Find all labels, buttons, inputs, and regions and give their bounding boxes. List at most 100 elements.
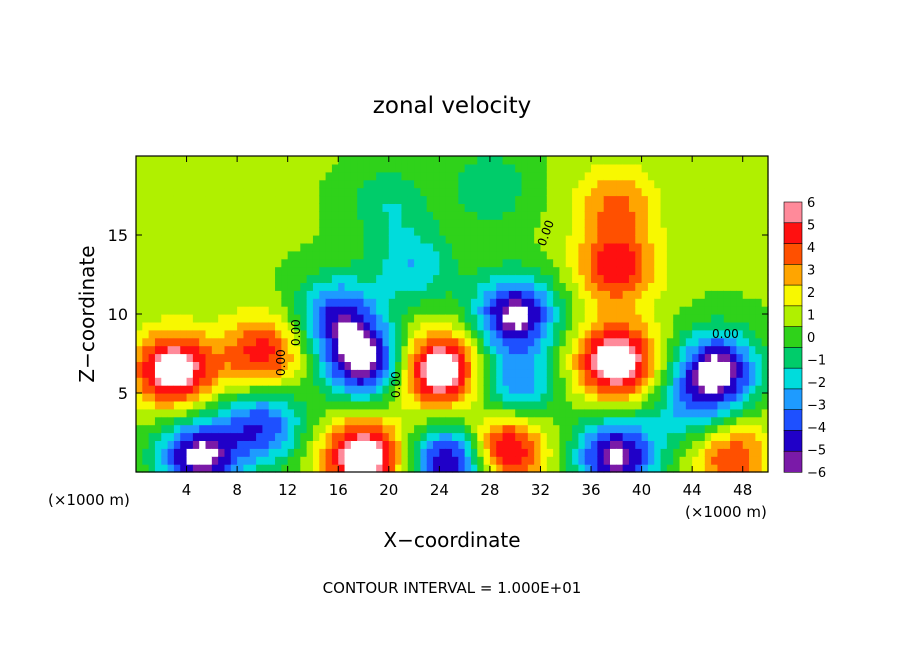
heat-cell — [199, 361, 207, 370]
heat-cell — [287, 321, 295, 331]
heat-cell — [546, 306, 554, 315]
heat-cell — [312, 448, 320, 457]
heat-cell — [306, 298, 314, 307]
heat-cell — [350, 235, 358, 244]
heat-cell — [325, 448, 333, 457]
heat-cell — [230, 195, 238, 204]
heat-cell — [527, 345, 535, 355]
heat-cell — [761, 369, 769, 378]
heat-cell — [597, 195, 605, 204]
heat-cell — [300, 203, 308, 212]
heat-cell — [527, 227, 535, 236]
heat-cell — [262, 464, 270, 473]
heat-cell — [540, 337, 548, 347]
heat-cell — [610, 408, 617, 418]
heat-cell — [173, 440, 181, 449]
heat-cell — [338, 345, 346, 355]
heat-cell — [363, 306, 371, 315]
heat-cell — [749, 361, 756, 370]
heat-cell — [527, 377, 535, 386]
heat-cell — [666, 377, 674, 386]
heat-cell — [237, 377, 245, 386]
heat-cell — [692, 385, 700, 394]
heat-cell — [331, 400, 339, 410]
heat-cell — [477, 329, 485, 339]
heat-cell — [572, 440, 579, 449]
heat-cell — [572, 242, 579, 252]
heat-cell — [628, 432, 636, 441]
heat-cell — [603, 250, 611, 260]
heat-cell — [173, 298, 181, 307]
heat-cell — [344, 211, 352, 220]
heat-cell — [325, 242, 333, 252]
heat-cell — [148, 377, 156, 386]
heat-cell — [641, 195, 649, 204]
heat-cell — [180, 369, 188, 378]
heat-cell — [572, 258, 579, 268]
heat-cell — [603, 219, 611, 228]
heat-cell — [736, 416, 744, 426]
heat-cell — [186, 274, 194, 283]
heat-cell — [230, 211, 238, 220]
heat-cell — [243, 393, 251, 402]
heat-cell — [433, 290, 440, 299]
heat-cell — [167, 250, 175, 260]
heat-cell — [616, 266, 624, 276]
heat-cell — [534, 203, 542, 212]
heat-cell — [685, 179, 693, 189]
heat-cell — [489, 266, 497, 276]
heat-cell — [325, 377, 333, 386]
heat-cell — [591, 321, 598, 331]
heat-cell — [534, 298, 542, 307]
heat-cell — [262, 456, 270, 465]
heat-cell — [572, 203, 579, 212]
heat-cell — [148, 266, 156, 276]
heat-cell — [192, 369, 200, 378]
heat-cell — [148, 227, 156, 236]
heat-cell — [262, 258, 270, 268]
heat-cell — [540, 203, 548, 212]
heat-cell — [641, 361, 649, 370]
heat-cell — [635, 227, 643, 236]
heat-cell — [666, 258, 674, 268]
heat-cell — [749, 369, 756, 378]
heat-cell — [717, 345, 725, 355]
heat-cell — [281, 408, 289, 418]
heat-cell — [521, 274, 529, 283]
heat-cell — [578, 290, 586, 299]
heat-cell — [641, 282, 649, 291]
heat-cell — [698, 385, 706, 394]
heat-cell — [338, 369, 346, 378]
heat-cell — [698, 274, 706, 283]
heat-cell — [692, 266, 700, 276]
heat-cell — [540, 314, 548, 323]
heat-cell — [136, 282, 143, 291]
heat-cell — [515, 235, 523, 244]
heat-cell — [641, 163, 649, 173]
heat-cell — [445, 432, 453, 441]
heat-cell — [591, 416, 598, 426]
heat-cell — [559, 369, 567, 378]
heat-cell — [142, 361, 150, 370]
heat-cell — [692, 416, 700, 426]
heat-cell — [610, 163, 617, 173]
heat-cell — [230, 242, 238, 252]
heat-cell — [761, 282, 769, 291]
heat-cell — [407, 369, 415, 378]
heat-cell — [167, 298, 175, 307]
heat-cell — [546, 266, 554, 276]
heat-cell — [521, 179, 529, 189]
heat-cell — [401, 424, 409, 434]
colorbar-swatch — [783, 347, 803, 369]
heat-cell — [559, 227, 567, 236]
heat-cell — [199, 163, 207, 173]
heat-cell — [470, 314, 478, 323]
heat-cell — [666, 298, 674, 307]
heat-cell — [717, 385, 725, 394]
heat-cell — [616, 464, 624, 473]
heat-cell — [369, 353, 377, 362]
heat-cell — [534, 337, 542, 347]
heat-cell — [698, 361, 706, 370]
heat-cell — [508, 456, 516, 465]
heat-cell — [578, 306, 586, 315]
